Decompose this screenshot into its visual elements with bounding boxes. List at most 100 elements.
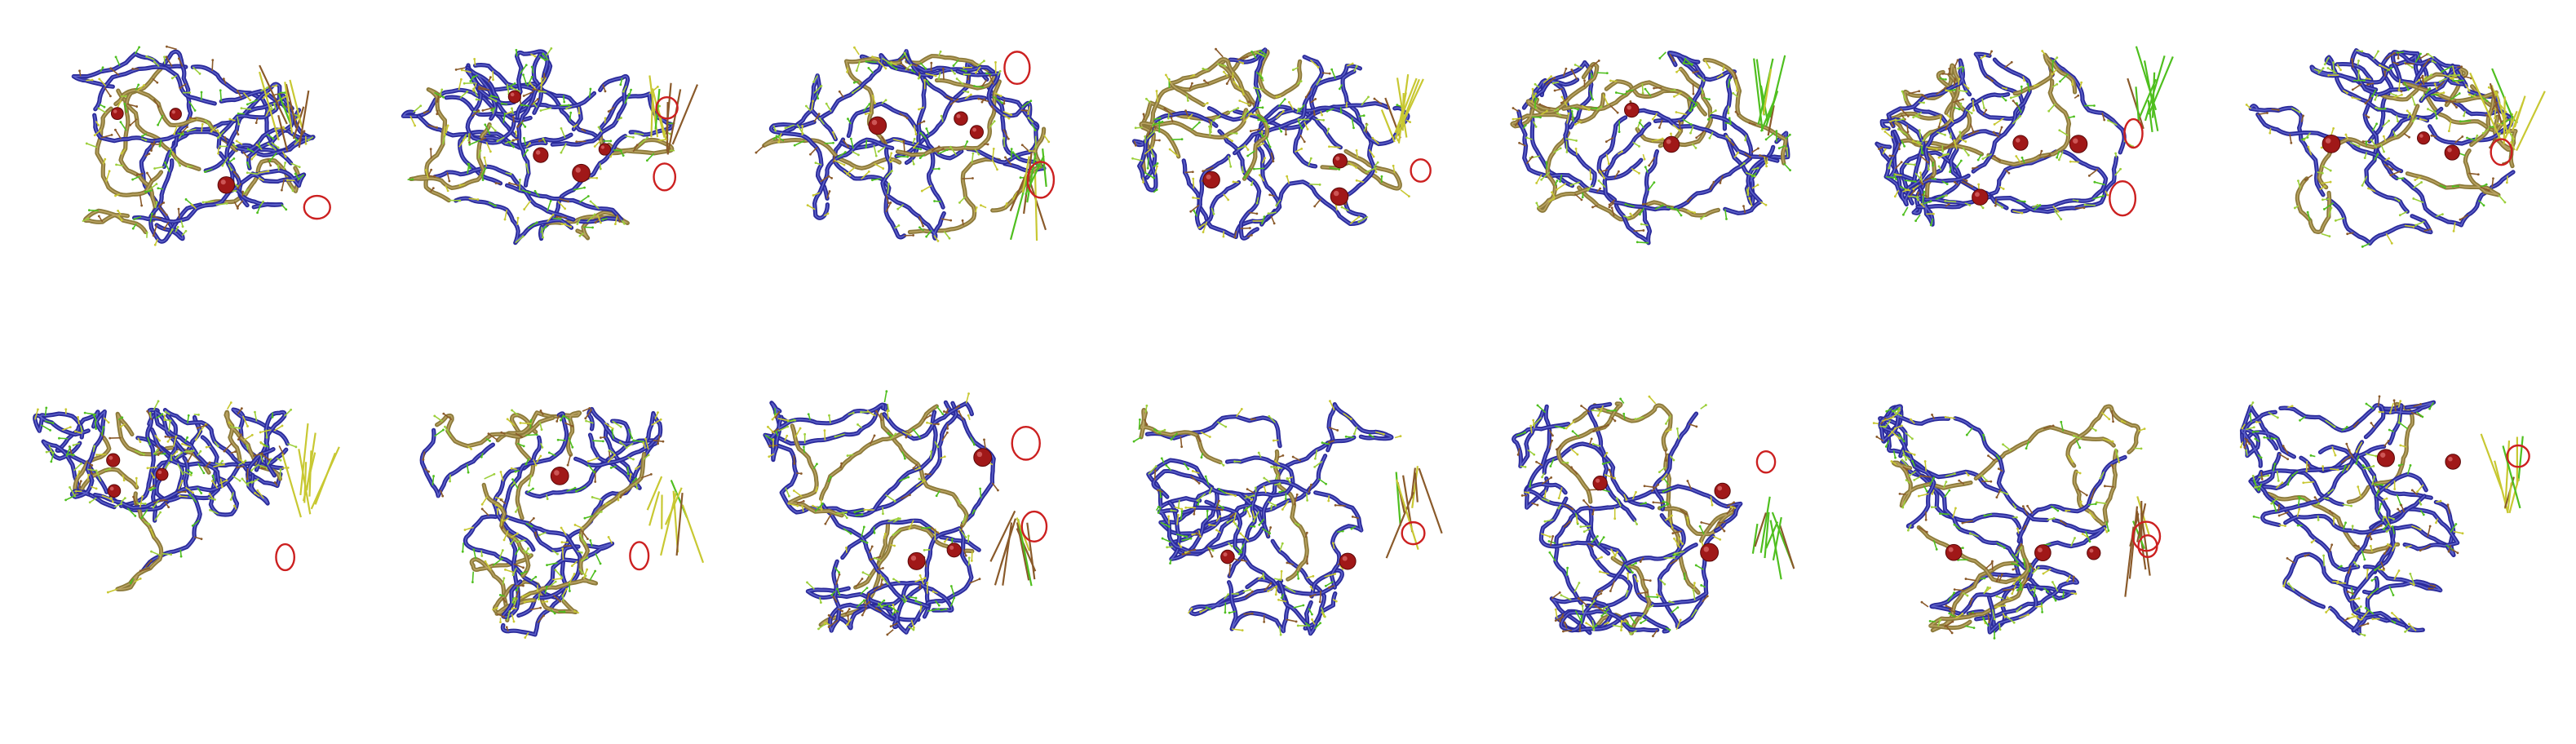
displacement-arrow (614, 215, 618, 224)
arrow-head (1250, 50, 1254, 53)
displacement-arrow (613, 149, 622, 152)
arrow-head (1686, 480, 1689, 482)
arrow-head (2350, 58, 2353, 61)
arrow-head (883, 599, 886, 602)
arrow-head (2087, 174, 2091, 177)
arrow-head (906, 155, 910, 158)
displacement-arrow (981, 78, 988, 87)
arrow-head (1757, 147, 1759, 150)
arrow-head (442, 412, 445, 415)
displacement-arrow (1952, 98, 1963, 104)
displacement-arrow (230, 426, 240, 429)
long-displacement-arrow (666, 102, 669, 152)
arrow-head (1310, 483, 1312, 486)
structure-panel (1113, 371, 1464, 665)
displacement-arrow (1569, 106, 1578, 110)
displacement-arrow (242, 188, 250, 195)
arrow-head (1146, 166, 1149, 170)
displacement-arrow (164, 162, 170, 173)
displacement-arrow (775, 410, 781, 418)
arrow-head (512, 620, 516, 623)
displacement-arrow (1219, 488, 1227, 494)
displacement-arrow (1271, 466, 1283, 469)
arrow-head (2357, 145, 2361, 148)
displacement-arrow (569, 583, 571, 591)
arrow-head (1609, 79, 1612, 82)
arrow-head (534, 463, 538, 467)
arrow-head (1257, 451, 1260, 454)
arrow-head (414, 124, 417, 127)
arrow-head (1153, 130, 1156, 133)
arrow-head (163, 55, 166, 59)
highlight-circle (1020, 510, 1048, 542)
arrow-head (109, 497, 113, 500)
displacement-arrow (89, 497, 97, 503)
arrow-head (973, 85, 976, 87)
displacement-arrow (178, 58, 184, 67)
displacement-arrow (1539, 104, 1551, 109)
arrow-head (1626, 622, 1628, 625)
displacement-arrow (1259, 518, 1265, 525)
protein-backbone-render (1872, 404, 2162, 640)
displacement-arrow (889, 433, 896, 441)
backbone-highlight (589, 424, 640, 489)
arrow-head (1603, 176, 1606, 179)
arrow-head (565, 587, 568, 591)
arrow-head (170, 458, 173, 462)
arrow-head (896, 207, 900, 210)
displacement-arrow (2442, 73, 2454, 79)
arrow-head (1981, 157, 1985, 161)
arrow-head (909, 494, 911, 497)
displacement-arrow (1658, 578, 1666, 585)
arrow-head (2093, 104, 2096, 107)
arrow-head (209, 508, 211, 512)
arrow-head (219, 144, 222, 148)
displacement-arrow (1318, 478, 1327, 485)
arrow-head (69, 445, 72, 449)
displacement-arrow (1646, 596, 1658, 598)
arrow-head (1312, 574, 1315, 578)
arrow-head (494, 100, 498, 103)
arrow-head (599, 167, 602, 170)
arrow-head (583, 186, 586, 189)
arrow-head (97, 124, 100, 126)
arrow-head (1180, 445, 1184, 449)
backbone-highlight (829, 560, 892, 633)
displacement-arrow (920, 132, 927, 140)
displacement-arrow (1885, 440, 1890, 447)
displacement-arrow (1742, 206, 1746, 214)
backbone-highlight (764, 138, 901, 170)
displacement-arrow (2033, 204, 2041, 211)
arrow-head (2007, 171, 2011, 175)
arrow-head (1191, 82, 1193, 85)
arrow-head (1587, 108, 1591, 111)
arrow-head (1948, 67, 1951, 70)
arrow-head (1600, 105, 1603, 108)
displacement-arrow (871, 94, 876, 104)
displacement-arrow (525, 164, 529, 174)
arrow-head (1737, 151, 1740, 154)
arrow-head (2023, 200, 2026, 203)
arrow-head (538, 90, 541, 93)
displacement-arrow (2004, 61, 2012, 69)
arrow-head (2327, 73, 2330, 77)
arrow-head (843, 163, 846, 166)
sphere-shine (910, 556, 917, 561)
arrow-head (268, 160, 272, 162)
arrow-head (2466, 136, 2468, 140)
red-sphere (1972, 188, 1989, 206)
displacement-arrow (1682, 118, 1692, 126)
arrow-head (622, 90, 625, 93)
arrow-head (923, 548, 926, 551)
displacement-arrow (828, 619, 839, 628)
arrow-head (436, 126, 438, 129)
arrow-head (865, 146, 868, 148)
displacement-arrow (1255, 51, 1265, 56)
arrow-head (298, 166, 301, 169)
arrow-head (2429, 228, 2432, 231)
displacement-arrow (1994, 198, 1998, 206)
displacement-arrow (1952, 507, 1957, 518)
arrow-head (618, 220, 622, 223)
arrow-head (925, 127, 928, 131)
arrow-head (586, 460, 590, 463)
